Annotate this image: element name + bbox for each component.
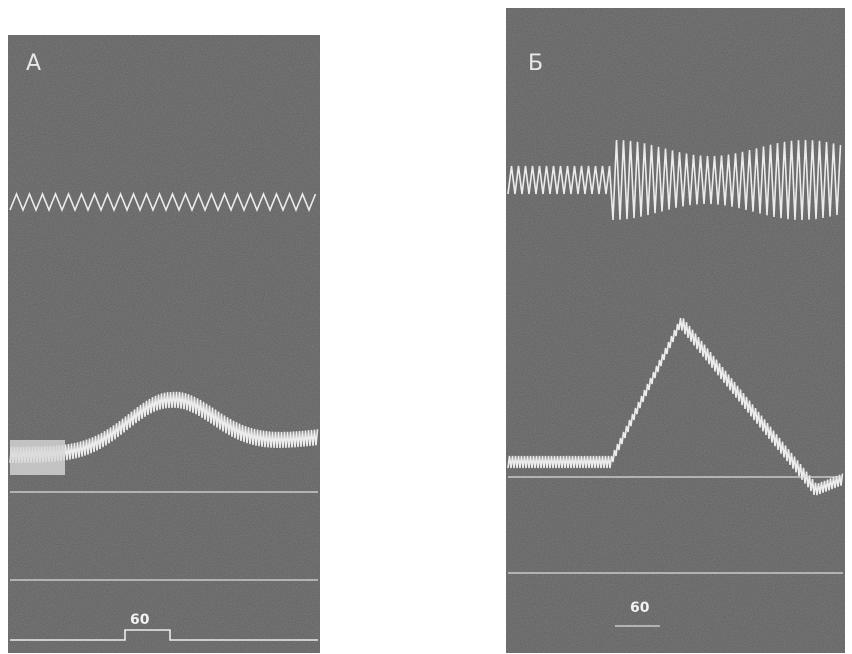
panel-a: А 60 bbox=[8, 35, 320, 653]
scale-label: 60 bbox=[130, 612, 150, 628]
panel-label: А bbox=[26, 51, 41, 76]
scale-label: 60 bbox=[630, 600, 650, 616]
panel-label: Б bbox=[528, 51, 543, 76]
panel-b: Б 60 bbox=[506, 8, 845, 653]
trace-glow bbox=[10, 440, 65, 475]
page: А 60 Б 60 (() => { const data = JSON.par… bbox=[0, 0, 852, 654]
panel-texture bbox=[8, 35, 320, 653]
panel-texture bbox=[506, 8, 845, 653]
figure: А 60 Б 60 bbox=[0, 0, 852, 654]
